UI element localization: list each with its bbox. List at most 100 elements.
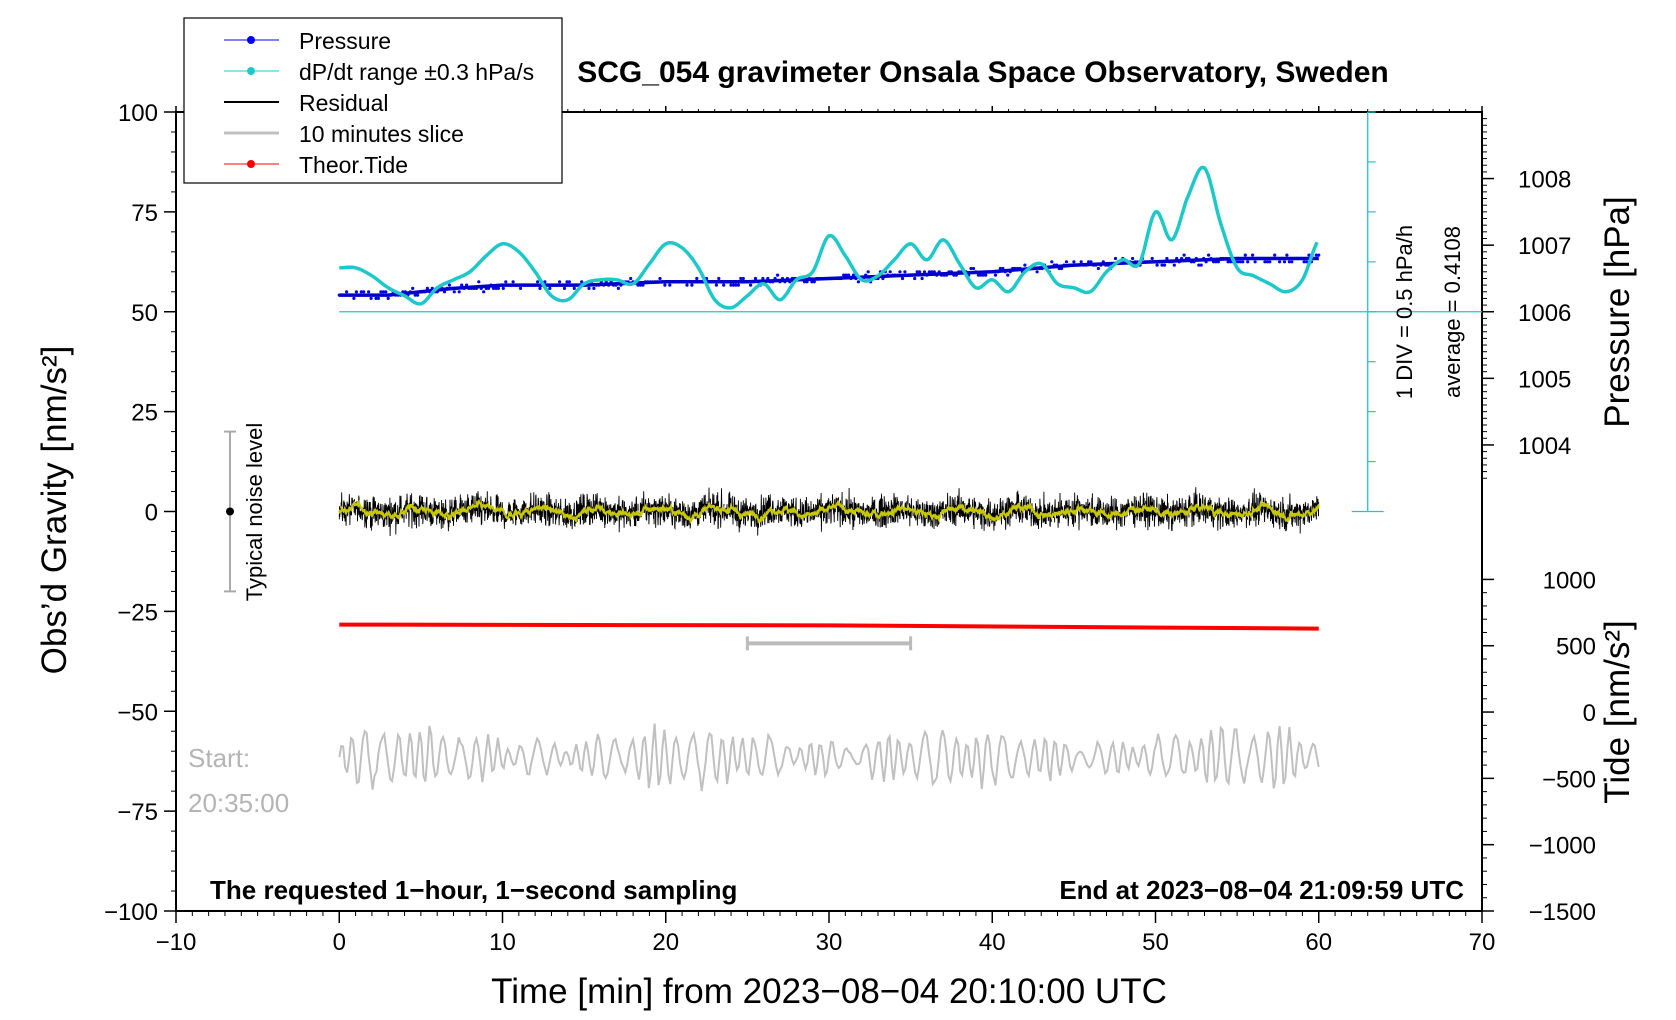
pressure-point	[690, 283, 694, 287]
noise-level-label: Typical noise level	[242, 423, 267, 602]
y-tick-label: −75	[117, 799, 158, 826]
pressure-point	[354, 290, 358, 294]
pressure-point	[1197, 263, 1201, 267]
pressure-point	[920, 276, 924, 281]
pressure-point	[729, 283, 733, 287]
pressure-axis: 1008 1007 1006 1005 1004	[1482, 118, 1571, 479]
pressure-point	[1307, 253, 1311, 257]
pressure-point	[1290, 260, 1294, 264]
dpdt-line	[339, 165, 1319, 310]
pressure-point	[1263, 260, 1267, 264]
scale-bar-div-label: 1 DIV = 0.5 hPa/h	[1392, 225, 1417, 399]
tide-tick-label: 1000	[1543, 567, 1596, 594]
residual-smoothed-line	[338, 498, 1320, 524]
pressure-point	[903, 270, 907, 274]
tide-tick-label: −500	[1542, 766, 1596, 793]
pressure-point	[504, 280, 508, 284]
pressure-tick-label: 1007	[1518, 233, 1571, 260]
pressure-point	[362, 290, 366, 294]
pressure-point	[477, 280, 481, 284]
x-tick-label: 10	[489, 929, 516, 956]
x-axis: −10 0 10 20 30 40 50 60 70	[156, 106, 1495, 956]
noise-level-center-dot	[226, 507, 234, 516]
pressure-point	[565, 280, 569, 284]
pressure-point	[379, 290, 383, 294]
pressure-point	[1207, 253, 1211, 257]
legend-item-slice: 10 minutes slice	[224, 121, 464, 147]
pressure-point	[1155, 263, 1159, 267]
pressure-point	[1265, 260, 1269, 264]
pressure-point	[1238, 260, 1242, 264]
scale-bar-average-label: average = 0.4108	[1440, 226, 1465, 398]
pressure-point	[1304, 260, 1309, 264]
pressure-point	[384, 290, 388, 294]
y-tick-label: −25	[117, 599, 158, 626]
pressure-point	[731, 283, 736, 287]
x-tick-label: −10	[156, 929, 197, 956]
pressure-point	[1096, 266, 1100, 271]
pressure-point	[1160, 263, 1164, 267]
pressure-point	[722, 283, 726, 287]
pressure-point	[842, 273, 846, 277]
pressure-point	[915, 270, 919, 274]
pressure-point	[536, 280, 540, 284]
legend-label-dpdt: dP/dt range ±0.3 hPa/s	[299, 59, 534, 85]
pressure-point	[736, 283, 741, 287]
y-tick-label: 25	[131, 400, 158, 427]
pressure-point	[741, 276, 745, 281]
pressure-point	[979, 273, 983, 277]
pressure-point	[888, 270, 892, 274]
pressure-point	[761, 276, 765, 281]
pressure-point	[1287, 260, 1291, 264]
y-tick-label: 75	[131, 200, 158, 227]
pressure-point	[739, 276, 743, 281]
pressure-point	[866, 270, 870, 274]
pressure-point	[717, 276, 721, 281]
x-tick-label: 30	[816, 929, 843, 956]
pressure-point	[1064, 260, 1069, 264]
pressure-point	[381, 290, 385, 294]
pressure-point	[1236, 260, 1240, 264]
pressure-point	[447, 283, 451, 287]
pressure-point	[629, 276, 633, 281]
pressure-point	[734, 283, 738, 287]
x-axis-label: Time [min] from 2023−08−04 20:10:00 UTC	[491, 972, 1167, 1011]
tide-axis: 1000 500 0 −500 −1000 −1500	[1482, 567, 1596, 926]
tide-tick-label: 500	[1556, 634, 1596, 661]
legend-label-residual: Residual	[299, 90, 389, 116]
pressure-point	[345, 290, 349, 294]
x-tick-label: 50	[1142, 929, 1169, 956]
pressure-point	[749, 283, 753, 287]
pressure-point	[1229, 260, 1233, 264]
legend-label-tide: Theor.Tide	[299, 152, 408, 178]
chart-title: SCG_054 gravimeter Onsala Space Observat…	[577, 56, 1389, 89]
legend: Pressure dP/dt range ±0.3 hPa/s Residual…	[183, 17, 563, 184]
legend-label-pressure: Pressure	[299, 28, 391, 54]
pressure-point	[616, 286, 621, 290]
pressure-point	[572, 286, 576, 290]
pressure-point	[1087, 260, 1091, 264]
legend-item-pressure: Pressure	[224, 28, 391, 54]
pressure-point	[998, 266, 1003, 271]
pressure-point	[558, 280, 562, 284]
pressure-point	[543, 280, 547, 284]
pressure-point	[714, 283, 719, 287]
pressure-point	[1246, 260, 1250, 264]
pressure-point	[494, 286, 498, 290]
y-axis-label-pressure: Pressure [hPa]	[1598, 196, 1637, 428]
pressure-point	[856, 280, 861, 284]
pressure-point	[812, 280, 816, 284]
pressure-point	[753, 276, 758, 281]
x-tick-label: 0	[333, 929, 346, 956]
pressure-point	[562, 286, 567, 290]
pressure-point	[518, 286, 523, 290]
pressure-point	[592, 286, 596, 290]
pressure-point	[1072, 260, 1076, 264]
pressure-point	[1302, 260, 1306, 264]
pressure-point	[376, 296, 380, 300]
pressure-point	[1317, 253, 1321, 257]
pressure-point	[457, 290, 461, 294]
tide-tick-label: 0	[1583, 700, 1596, 727]
y-tick-label: 100	[118, 100, 158, 127]
